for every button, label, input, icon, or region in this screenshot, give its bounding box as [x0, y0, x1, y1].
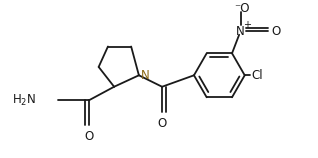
- Text: O: O: [157, 117, 167, 130]
- Text: O: O: [85, 130, 94, 143]
- Text: N: N: [236, 24, 245, 38]
- Text: +: +: [244, 21, 252, 30]
- Text: ⁻O: ⁻O: [234, 2, 249, 15]
- Text: N: N: [142, 69, 150, 82]
- Text: Cl: Cl: [252, 69, 263, 82]
- Text: H$_2$N: H$_2$N: [12, 92, 36, 108]
- Text: O: O: [271, 24, 280, 38]
